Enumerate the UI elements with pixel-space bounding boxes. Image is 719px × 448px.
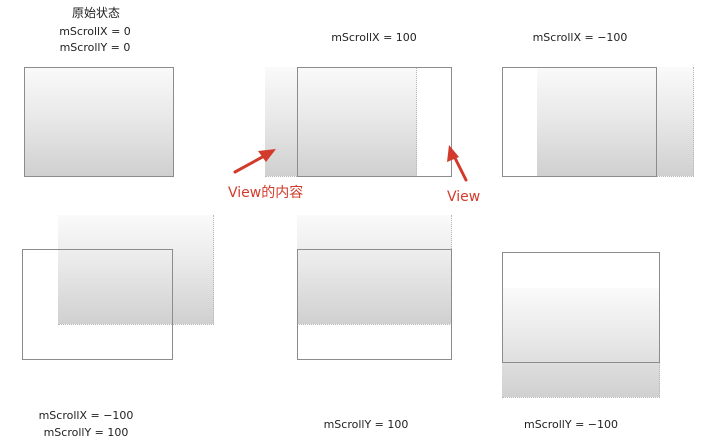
panel-scrolly-neg-view [502, 252, 660, 363]
panel-scrollx-pos-view [297, 67, 452, 177]
panel-scrollx-neg-label: mScrollX = −100 [532, 31, 628, 44]
panel-scrolly-pos-label: mScrollY = 100 [323, 418, 409, 431]
panel-scrollx-pos-label: mScrollX = 100 [331, 31, 417, 44]
panel-scrollx-neg-view [502, 67, 657, 177]
panel-original-scrolly-label: mScrollY = 0 [59, 41, 131, 54]
content-annotation-label: View的内容 [228, 185, 304, 201]
panel-scrolly-pos-content [297, 215, 452, 325]
panel-scrollxy-scrollx-label: mScrollX = −100 [38, 409, 134, 422]
panel-scrolly-pos-view [297, 249, 452, 360]
panel-original-view [24, 67, 174, 177]
panel-scrollx-pos-content [265, 67, 417, 177]
panel-scrolly-neg-label: mScrollY = −100 [523, 418, 618, 431]
panel-original-title: 原始状态 [71, 6, 120, 20]
panel-original-content [24, 67, 174, 177]
panel-scrollxy-scrolly-label: mScrollY = 100 [43, 426, 129, 439]
panel-scrollx-neg-content [537, 67, 694, 177]
panel-original-scrollx-label: mScrollX = 0 [59, 25, 131, 38]
panel-scrolly-neg-content [502, 288, 660, 398]
view-annotation-label: View [447, 189, 481, 205]
panel-scrollxy-content [58, 215, 214, 325]
panel-scrollxy-view [22, 249, 173, 360]
